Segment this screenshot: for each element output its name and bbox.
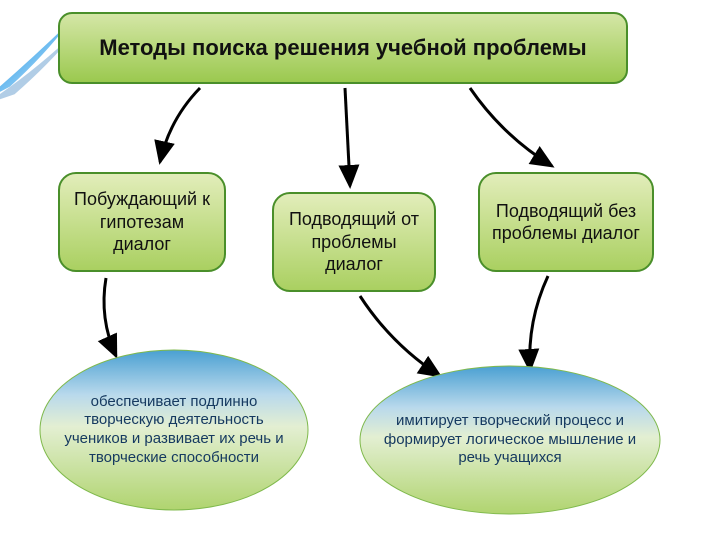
- method-label: Подводящий от проблемы диалог: [286, 208, 422, 276]
- method-label: Побуждающий к гипотезам диалог: [72, 188, 212, 256]
- desc-creative-activity: обеспечивает подлинно творческую деятель…: [40, 350, 308, 510]
- desc-imitate-creative: имитирует творческий процесс и формирует…: [360, 366, 660, 514]
- header-text: Методы поиска решения учебной проблемы: [99, 35, 586, 61]
- method-leading-from-problem: Подводящий от проблемы диалог: [272, 192, 436, 292]
- diagram-stage: Методы поиска решения учебной проблемы П…: [0, 0, 720, 540]
- desc-text: обеспечивает подлинно творческую деятель…: [59, 393, 289, 468]
- method-leading-no-problem: Подводящий без проблемы диалог: [478, 172, 654, 272]
- header-box: Методы поиска решения учебной проблемы: [58, 12, 628, 84]
- method-hypothesis-dialogue: Побуждающий к гипотезам диалог: [58, 172, 226, 272]
- method-label: Подводящий без проблемы диалог: [492, 200, 640, 245]
- desc-text: имитирует творческий процесс и формирует…: [381, 412, 639, 468]
